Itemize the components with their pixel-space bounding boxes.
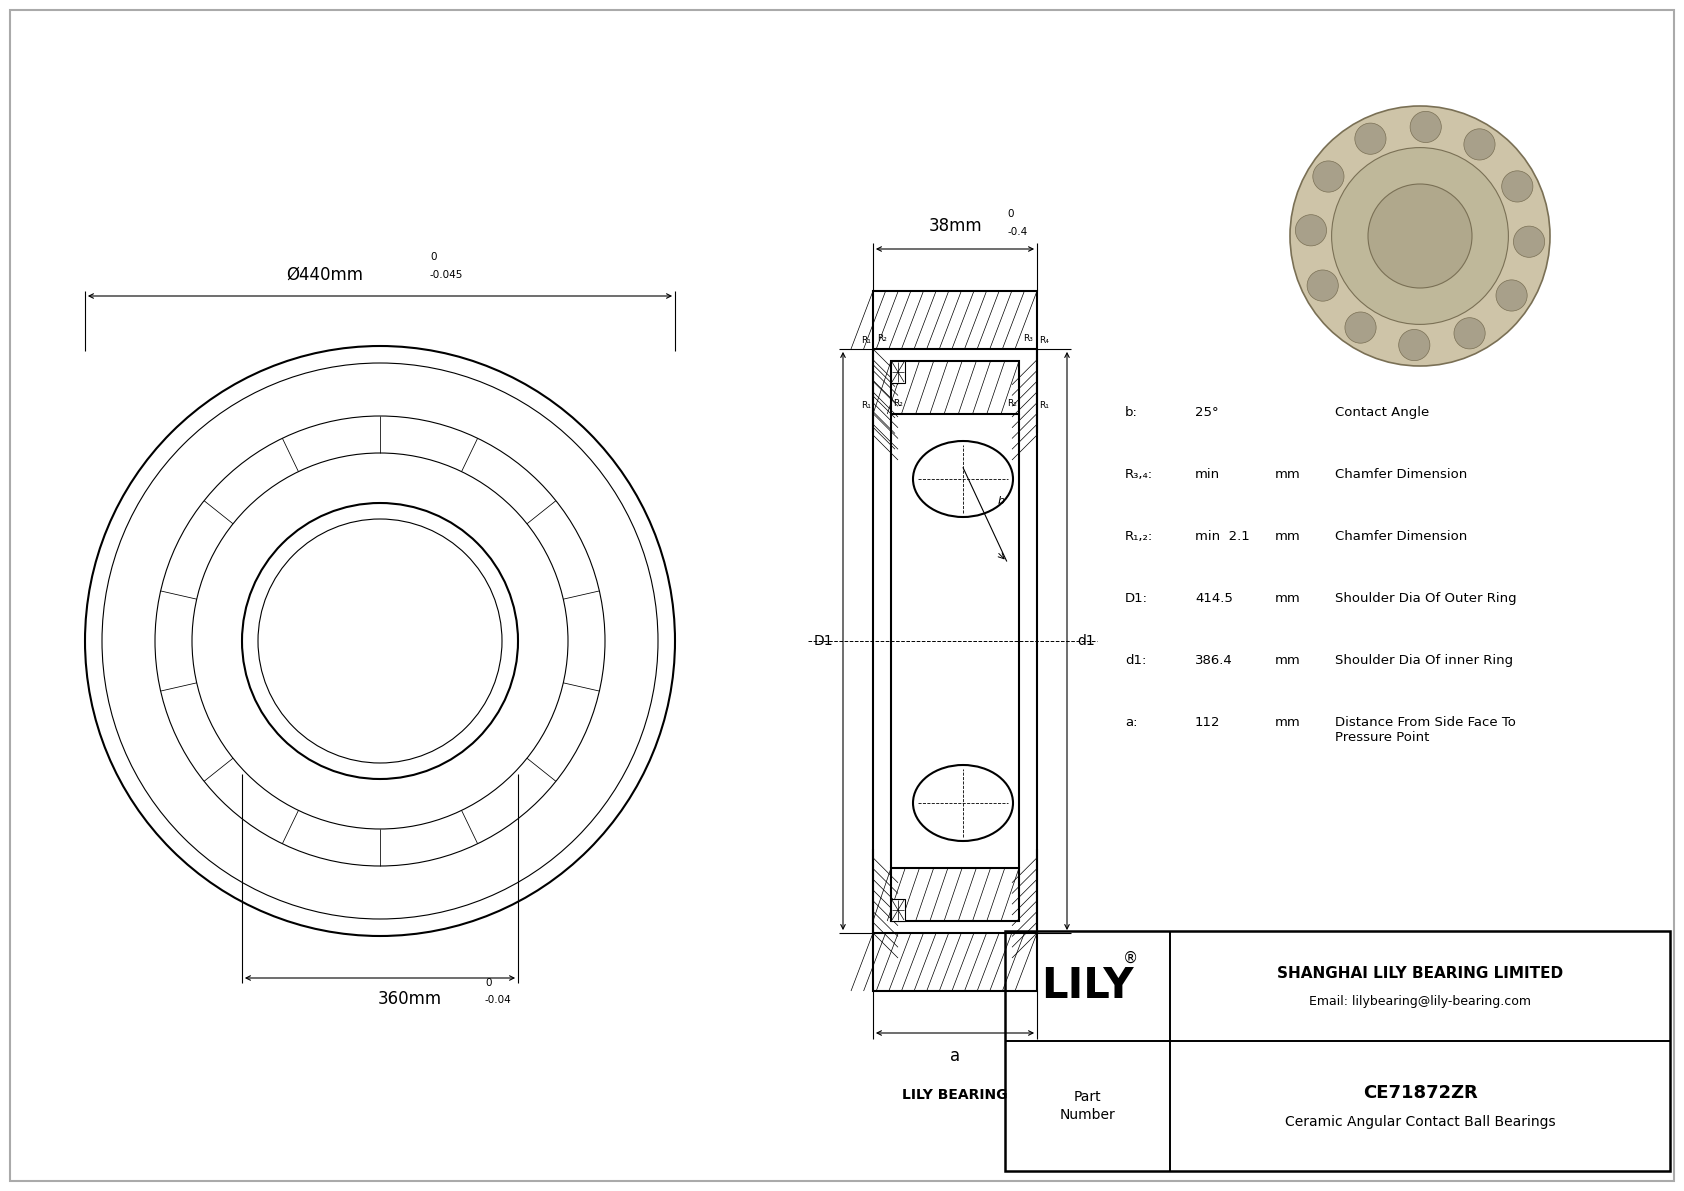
Text: -0.4: -0.4 — [1007, 227, 1027, 237]
Text: a:: a: — [1125, 716, 1137, 729]
Text: LILY: LILY — [1041, 965, 1133, 1008]
Circle shape — [1307, 270, 1339, 301]
Circle shape — [1514, 226, 1544, 257]
Text: Distance From Side Face To
Pressure Point: Distance From Side Face To Pressure Poin… — [1335, 716, 1516, 744]
Circle shape — [1367, 183, 1472, 288]
Text: -0.045: -0.045 — [429, 270, 463, 280]
Circle shape — [1332, 148, 1509, 324]
Text: mm: mm — [1275, 592, 1300, 605]
Text: CE71872ZR: CE71872ZR — [1362, 1084, 1477, 1102]
Polygon shape — [891, 361, 1019, 414]
Text: R₄: R₄ — [1039, 336, 1049, 345]
Text: mm: mm — [1275, 468, 1300, 481]
Text: d1:: d1: — [1125, 654, 1147, 667]
Circle shape — [1410, 111, 1442, 143]
Polygon shape — [872, 933, 1037, 991]
Text: 112: 112 — [1196, 716, 1221, 729]
Text: Chamfer Dimension: Chamfer Dimension — [1335, 530, 1467, 543]
Text: Contact Angle: Contact Angle — [1335, 406, 1430, 419]
Text: R₂: R₂ — [877, 333, 887, 343]
Text: R₁: R₁ — [861, 336, 871, 345]
Circle shape — [1453, 318, 1485, 349]
Text: Ceramic Angular Contact Ball Bearings: Ceramic Angular Contact Ball Bearings — [1285, 1115, 1556, 1129]
Text: R₂: R₂ — [893, 399, 903, 409]
Text: mm: mm — [1275, 716, 1300, 729]
Text: b:: b: — [1125, 406, 1138, 419]
Text: D1: D1 — [813, 634, 834, 648]
Text: 414.5: 414.5 — [1196, 592, 1233, 605]
Text: d1: d1 — [1078, 634, 1095, 648]
Text: Chamfer Dimension: Chamfer Dimension — [1335, 468, 1467, 481]
Text: 386.4: 386.4 — [1196, 654, 1233, 667]
Text: Ø440mm: Ø440mm — [286, 266, 364, 283]
Text: R₂: R₂ — [1007, 399, 1017, 409]
Text: 0: 0 — [485, 978, 492, 989]
Polygon shape — [872, 291, 1037, 349]
Text: R₃,₄:: R₃,₄: — [1125, 468, 1154, 481]
Text: b: b — [997, 495, 1005, 506]
Circle shape — [1463, 129, 1495, 160]
Text: Shoulder Dia Of inner Ring: Shoulder Dia Of inner Ring — [1335, 654, 1514, 667]
Text: Part
Number: Part Number — [1059, 1090, 1115, 1122]
Text: R₁,₂:: R₁,₂: — [1125, 530, 1154, 543]
Polygon shape — [891, 361, 904, 384]
Circle shape — [1314, 161, 1344, 192]
Text: 0: 0 — [429, 252, 436, 262]
Circle shape — [1346, 312, 1376, 343]
Text: Shoulder Dia Of Outer Ring: Shoulder Dia Of Outer Ring — [1335, 592, 1517, 605]
Text: R₃: R₃ — [1024, 333, 1032, 343]
Polygon shape — [891, 899, 904, 921]
Text: D1:: D1: — [1125, 592, 1148, 605]
Bar — [1005, 931, 1671, 1171]
Text: mm: mm — [1275, 654, 1300, 667]
Text: ®: ® — [1123, 950, 1138, 966]
Circle shape — [1495, 280, 1527, 311]
Text: SHANGHAI LILY BEARING LIMITED: SHANGHAI LILY BEARING LIMITED — [1276, 966, 1563, 980]
Text: R₁: R₁ — [1039, 401, 1049, 410]
Text: -0.04: -0.04 — [485, 994, 512, 1005]
Circle shape — [1290, 106, 1549, 366]
Text: Email: lilybearing@lily-bearing.com: Email: lilybearing@lily-bearing.com — [1308, 994, 1531, 1008]
Text: LILY BEARING: LILY BEARING — [903, 1089, 1007, 1102]
Circle shape — [1356, 123, 1386, 155]
Circle shape — [1502, 170, 1532, 202]
Text: min: min — [1196, 468, 1221, 481]
Circle shape — [1295, 214, 1327, 245]
Text: a: a — [950, 1047, 960, 1065]
Text: min  2.1: min 2.1 — [1196, 530, 1250, 543]
Text: R₁: R₁ — [861, 401, 871, 410]
Text: 360mm: 360mm — [377, 990, 443, 1008]
Circle shape — [1399, 330, 1430, 361]
Text: 38mm: 38mm — [928, 217, 982, 235]
Polygon shape — [891, 868, 1019, 921]
Text: mm: mm — [1275, 530, 1300, 543]
Text: 0: 0 — [1007, 208, 1014, 219]
Text: 25°: 25° — [1196, 406, 1219, 419]
